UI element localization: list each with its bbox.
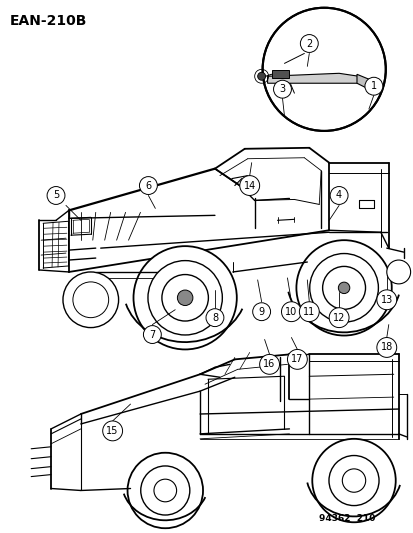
Circle shape [47, 187, 65, 205]
Circle shape [140, 466, 189, 515]
Text: 1: 1 [370, 81, 376, 91]
Circle shape [177, 290, 192, 305]
Text: 7: 7 [149, 329, 155, 340]
Circle shape [262, 8, 385, 131]
Text: 17: 17 [290, 354, 303, 365]
Circle shape [73, 282, 108, 318]
Circle shape [376, 290, 396, 310]
Text: 15: 15 [106, 426, 119, 436]
Text: 11: 11 [302, 306, 315, 317]
Text: 5: 5 [53, 190, 59, 200]
Circle shape [287, 350, 306, 369]
Polygon shape [356, 74, 373, 89]
Circle shape [296, 240, 391, 336]
Circle shape [139, 176, 157, 195]
Circle shape [330, 187, 347, 205]
Circle shape [147, 261, 222, 335]
Circle shape [376, 337, 396, 358]
Circle shape [257, 72, 265, 80]
Text: 3: 3 [279, 84, 285, 94]
Circle shape [273, 80, 291, 98]
Circle shape [154, 479, 176, 502]
Circle shape [143, 326, 161, 343]
Text: 12: 12 [332, 313, 344, 322]
Circle shape [322, 266, 365, 309]
Text: 4: 4 [335, 190, 341, 200]
Circle shape [311, 439, 395, 522]
Text: 14: 14 [243, 181, 255, 190]
Circle shape [206, 309, 223, 327]
Text: EAN-210B: EAN-210B [9, 14, 86, 28]
Circle shape [259, 354, 279, 374]
Circle shape [328, 308, 348, 328]
Polygon shape [267, 74, 358, 83]
Text: 18: 18 [380, 343, 392, 352]
Text: 94362  210: 94362 210 [318, 514, 375, 523]
Circle shape [252, 303, 270, 321]
Circle shape [328, 456, 378, 506]
Text: 9: 9 [258, 306, 264, 317]
Circle shape [63, 272, 118, 328]
Circle shape [102, 421, 122, 441]
Text: 2: 2 [306, 38, 312, 49]
Circle shape [309, 254, 377, 322]
Text: 10: 10 [285, 306, 297, 317]
Bar [271, 70, 289, 78]
Text: 6: 6 [145, 181, 151, 190]
Circle shape [281, 302, 301, 321]
Text: 16: 16 [263, 359, 275, 369]
Text: 13: 13 [380, 295, 392, 305]
Circle shape [337, 282, 349, 294]
Circle shape [386, 260, 410, 284]
Circle shape [127, 453, 202, 528]
Circle shape [299, 302, 318, 321]
Circle shape [364, 77, 382, 95]
Text: 8: 8 [211, 313, 218, 322]
Circle shape [161, 274, 208, 321]
Circle shape [239, 175, 259, 196]
Circle shape [300, 35, 318, 52]
Circle shape [342, 469, 365, 492]
Circle shape [133, 246, 236, 350]
